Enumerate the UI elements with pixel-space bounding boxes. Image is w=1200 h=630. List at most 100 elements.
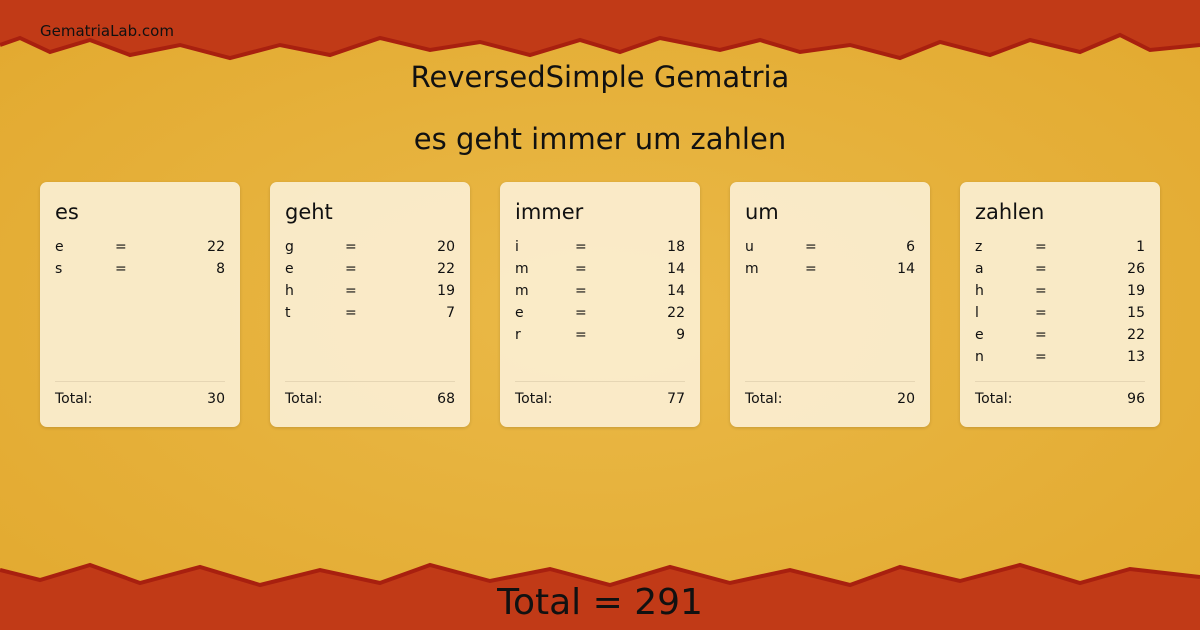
total-value: 68	[437, 391, 455, 407]
letter-value: 8	[216, 261, 225, 277]
equals: =	[575, 283, 587, 299]
word-total: Total: 96	[975, 381, 1145, 407]
letter: e	[55, 239, 64, 255]
letter-row: m = 14	[515, 258, 685, 280]
letter-value: 19	[437, 283, 455, 299]
word-card: es e = 22 s = 8 Total: 30	[40, 182, 240, 427]
letter: n	[975, 349, 984, 365]
letter: e	[975, 327, 984, 343]
letter-value: 1	[1136, 239, 1145, 255]
letter-row: r = 9	[515, 324, 685, 346]
equals: =	[1035, 283, 1047, 299]
letter-value: 26	[1127, 261, 1145, 277]
equals: =	[575, 305, 587, 321]
letter: i	[515, 239, 519, 255]
word-title: um	[745, 200, 779, 224]
letter-row: m = 14	[745, 258, 915, 280]
letter-value: 15	[1127, 305, 1145, 321]
page-title: ReversedSimple Gematria	[410, 60, 790, 94]
word-total: Total: 30	[55, 381, 225, 407]
letter-row: h = 19	[975, 280, 1145, 302]
letter-value: 13	[1127, 349, 1145, 365]
equals: =	[345, 261, 357, 277]
letter: m	[745, 261, 759, 277]
total-value: 77	[667, 391, 685, 407]
word-total: Total: 68	[285, 381, 455, 407]
site-logo-link[interactable]: GematriaLab.com	[40, 22, 174, 40]
equals: =	[1035, 327, 1047, 343]
total-label: Total:	[745, 391, 783, 407]
letter-row: i = 18	[515, 236, 685, 258]
letter-value: 22	[1127, 327, 1145, 343]
letter-value: 6	[906, 239, 915, 255]
total-label: Total:	[285, 391, 323, 407]
letter-value: 22	[207, 239, 225, 255]
letter: h	[285, 283, 294, 299]
letter: s	[55, 261, 63, 277]
word-card: zahlen z = 1 a = 26 h = 19 l = 15 e = 22…	[960, 182, 1160, 427]
letter: z	[975, 239, 983, 255]
equals: =	[575, 261, 587, 277]
equals: =	[345, 239, 357, 255]
total-value: 30	[207, 391, 225, 407]
letter-value: 9	[676, 327, 685, 343]
letter: a	[975, 261, 984, 277]
equals: =	[115, 261, 127, 277]
letter-value: 20	[437, 239, 455, 255]
equals: =	[1035, 261, 1047, 277]
letter: t	[285, 305, 291, 321]
letter-value: 18	[667, 239, 685, 255]
letter: m	[515, 261, 529, 277]
letter-row: e = 22	[285, 258, 455, 280]
letter-value: 14	[667, 283, 685, 299]
letter-value: 14	[667, 261, 685, 277]
letter-row: s = 8	[55, 258, 225, 280]
equals: =	[575, 327, 587, 343]
letter-row: l = 15	[975, 302, 1145, 324]
letter-value: 19	[1127, 283, 1145, 299]
letter-row: e = 22	[975, 324, 1145, 346]
equals: =	[1035, 305, 1047, 321]
total-value: 20	[897, 391, 915, 407]
top-border	[0, 0, 1200, 61]
letter: h	[975, 283, 984, 299]
equals: =	[1035, 239, 1047, 255]
letter-value: 7	[446, 305, 455, 321]
total-label: Total:	[975, 391, 1013, 407]
letter-row: m = 14	[515, 280, 685, 302]
letter: l	[975, 305, 979, 321]
equals: =	[1035, 349, 1047, 365]
letter: r	[515, 327, 521, 343]
letter-row: a = 26	[975, 258, 1145, 280]
total-value: 96	[1127, 391, 1145, 407]
equals: =	[805, 261, 817, 277]
total-label: Total:	[55, 391, 93, 407]
letter-row: n = 13	[975, 346, 1145, 368]
word-total: Total: 20	[745, 381, 915, 407]
equals: =	[805, 239, 817, 255]
letter-row: e = 22	[515, 302, 685, 324]
total-label: Total:	[515, 391, 553, 407]
equals: =	[345, 283, 357, 299]
word-total: Total: 77	[515, 381, 685, 407]
letter-row: t = 7	[285, 302, 455, 324]
letter: g	[285, 239, 294, 255]
letter: e	[515, 305, 524, 321]
letter-row: z = 1	[975, 236, 1145, 258]
word-card: geht g = 20 e = 22 h = 19 t = 7 Total: 68	[270, 182, 470, 427]
letter-row: e = 22	[55, 236, 225, 258]
letter: m	[515, 283, 529, 299]
phrase: es geht immer um zahlen	[413, 122, 787, 156]
letter-row: g = 20	[285, 236, 455, 258]
letter-value: 22	[667, 305, 685, 321]
letter: u	[745, 239, 754, 255]
equals: =	[115, 239, 127, 255]
word-card: um u = 6 m = 14 Total: 20	[730, 182, 930, 427]
word-title: es	[55, 200, 79, 224]
letter-value: 14	[897, 261, 915, 277]
letter-row: h = 19	[285, 280, 455, 302]
grand-total: Total = 291	[497, 582, 703, 623]
word-title: immer	[515, 200, 584, 224]
bottom-border	[0, 562, 1200, 630]
